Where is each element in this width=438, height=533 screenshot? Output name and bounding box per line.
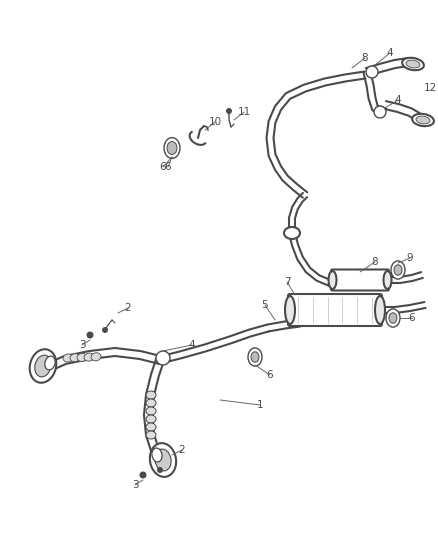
Circle shape xyxy=(366,66,378,78)
Ellipse shape xyxy=(150,443,176,477)
Text: 10: 10 xyxy=(208,117,222,127)
Ellipse shape xyxy=(63,354,73,362)
Text: 8: 8 xyxy=(362,53,368,63)
Ellipse shape xyxy=(389,313,397,323)
Ellipse shape xyxy=(412,114,434,126)
Ellipse shape xyxy=(406,60,420,68)
Circle shape xyxy=(156,351,170,365)
Text: 4: 4 xyxy=(395,95,401,105)
Ellipse shape xyxy=(146,415,156,423)
Ellipse shape xyxy=(251,352,259,362)
Text: 4: 4 xyxy=(387,48,393,58)
Circle shape xyxy=(102,327,108,333)
Text: 9: 9 xyxy=(407,253,413,263)
Ellipse shape xyxy=(84,353,94,361)
Ellipse shape xyxy=(146,391,156,399)
Ellipse shape xyxy=(167,141,177,155)
Text: 6: 6 xyxy=(409,313,415,323)
Ellipse shape xyxy=(152,448,162,462)
Ellipse shape xyxy=(402,58,424,70)
Text: 4: 4 xyxy=(189,340,195,350)
Text: 8: 8 xyxy=(372,257,378,267)
Ellipse shape xyxy=(391,261,405,279)
Circle shape xyxy=(374,106,386,118)
Ellipse shape xyxy=(386,309,400,327)
Ellipse shape xyxy=(284,227,300,239)
Ellipse shape xyxy=(77,353,87,361)
Text: 11: 11 xyxy=(237,107,251,117)
Ellipse shape xyxy=(384,271,392,289)
Text: 2: 2 xyxy=(179,445,185,455)
Ellipse shape xyxy=(35,355,51,377)
Text: 6: 6 xyxy=(267,370,273,380)
Ellipse shape xyxy=(45,356,55,370)
Ellipse shape xyxy=(394,265,402,275)
Ellipse shape xyxy=(70,354,80,362)
FancyBboxPatch shape xyxy=(288,294,382,326)
FancyBboxPatch shape xyxy=(331,270,389,290)
Ellipse shape xyxy=(146,407,156,415)
Circle shape xyxy=(139,472,146,479)
Circle shape xyxy=(86,332,93,338)
Text: 7: 7 xyxy=(284,277,290,287)
Ellipse shape xyxy=(91,353,101,361)
Ellipse shape xyxy=(285,296,295,324)
Ellipse shape xyxy=(155,449,171,471)
Text: 3: 3 xyxy=(132,480,138,490)
Text: 5: 5 xyxy=(261,300,268,310)
Ellipse shape xyxy=(328,271,336,289)
Ellipse shape xyxy=(164,138,180,158)
Text: 3: 3 xyxy=(79,340,85,350)
Ellipse shape xyxy=(416,116,430,124)
Text: 6: 6 xyxy=(165,162,171,172)
Text: 6: 6 xyxy=(160,162,166,172)
Text: 1: 1 xyxy=(257,400,263,410)
Ellipse shape xyxy=(375,296,385,324)
Circle shape xyxy=(157,467,163,473)
Text: 2: 2 xyxy=(125,303,131,313)
Ellipse shape xyxy=(248,348,262,366)
Ellipse shape xyxy=(146,399,156,407)
Text: 12: 12 xyxy=(424,83,437,93)
Ellipse shape xyxy=(146,431,156,439)
Circle shape xyxy=(226,108,232,114)
Ellipse shape xyxy=(30,349,57,383)
Ellipse shape xyxy=(146,423,156,431)
